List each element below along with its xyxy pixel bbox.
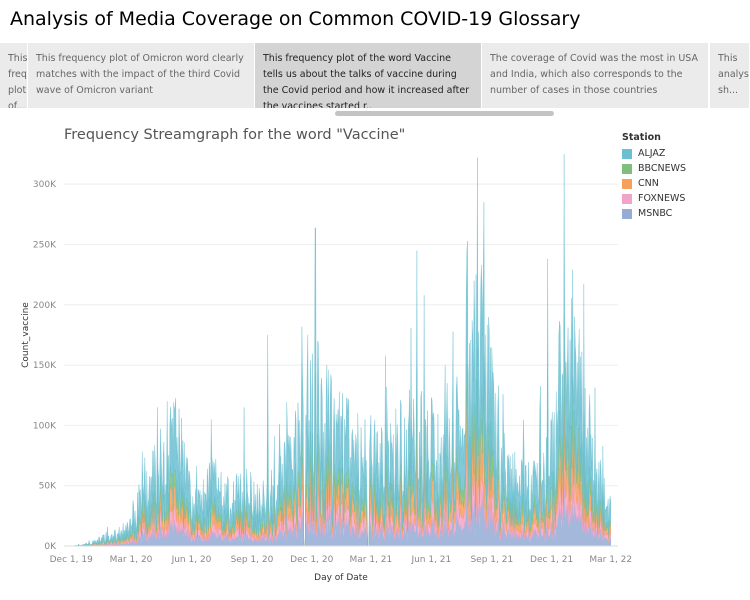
- y-tick-label: 200K: [33, 301, 57, 311]
- series-area-aljaz: [73, 154, 611, 547]
- y-tick-label: 150K: [33, 361, 57, 371]
- legend-label: BBCNEWS: [638, 163, 687, 174]
- legend-swatch: [622, 208, 632, 219]
- y-tick-label: 100K: [33, 421, 57, 431]
- legend-label: MSNBC: [638, 208, 673, 219]
- y-axis-title: Count_vaccine: [21, 302, 31, 368]
- legend-item-cnn[interactable]: CNN: [622, 176, 686, 191]
- y-tick-label: 250K: [33, 240, 57, 250]
- x-tick-label: Mar 1, 21: [350, 555, 393, 565]
- legend-item-bbcnews[interactable]: BBCNEWS: [622, 161, 686, 176]
- chart-title: Frequency Streamgraph for the word "Vacc…: [64, 127, 406, 143]
- legend-item-msnbc[interactable]: MSNBC: [622, 206, 686, 221]
- story-point-1[interactable]: This frequency plot of...: [0, 43, 28, 108]
- x-tick-label: Mar 1, 20: [110, 555, 153, 565]
- x-tick-label: Dec 1, 19: [50, 555, 93, 565]
- legend-title: Station: [622, 132, 661, 143]
- x-tick-label: Sep 1, 20: [231, 555, 274, 565]
- story-point-4[interactable]: The coverage of Covid was the most in US…: [482, 43, 709, 108]
- x-tick-label: Dec 1, 21: [530, 555, 573, 565]
- legend-label: CNN: [638, 178, 659, 189]
- y-tick-label: 300K: [33, 180, 57, 190]
- story-point-text: This frequency plot of...: [8, 53, 28, 108]
- legend-swatch: [622, 163, 632, 174]
- story-point-3-active[interactable]: This frequency plot of the word Vaccine …: [255, 43, 482, 108]
- story-point-text: The coverage of Covid was the most in US…: [490, 53, 699, 96]
- story-point-2[interactable]: This frequency plot of Omicron word clea…: [28, 43, 255, 108]
- legend-swatch: [622, 193, 632, 204]
- story-point-text: This frequency plot of the word Vaccine …: [263, 53, 470, 108]
- x-tick-label: Jun 1, 20: [171, 555, 212, 565]
- legend-swatch: [622, 148, 632, 159]
- story-point-text: This frequency plot of Omicron word clea…: [36, 53, 244, 96]
- legend-label: ALJAZ: [638, 148, 666, 159]
- y-tick-label: 0K: [44, 542, 57, 552]
- x-tick-label: Mar 1, 22: [589, 555, 632, 565]
- x-axis-title: Day of Date: [314, 573, 368, 583]
- page-title: Analysis of Media Coverage on Common COV…: [10, 8, 581, 30]
- legend-swatch: [622, 178, 632, 189]
- legend-label: FOXNEWS: [638, 193, 686, 204]
- story-point-text: This analysis sh...: [718, 53, 749, 96]
- legend: Station ALJAZ BBCNEWS CNN FOXNEWS MSNBC: [622, 132, 686, 221]
- y-tick-label: 50K: [39, 482, 57, 492]
- x-tick-label: Jun 1, 21: [410, 555, 451, 565]
- legend-item-aljaz[interactable]: ALJAZ: [622, 146, 686, 161]
- story-scrollbar[interactable]: [335, 111, 554, 116]
- x-tick-label: Dec 1, 20: [290, 555, 333, 565]
- legend-item-foxnews[interactable]: FOXNEWS: [622, 191, 686, 206]
- x-tick-label: Sep 1, 21: [470, 555, 513, 565]
